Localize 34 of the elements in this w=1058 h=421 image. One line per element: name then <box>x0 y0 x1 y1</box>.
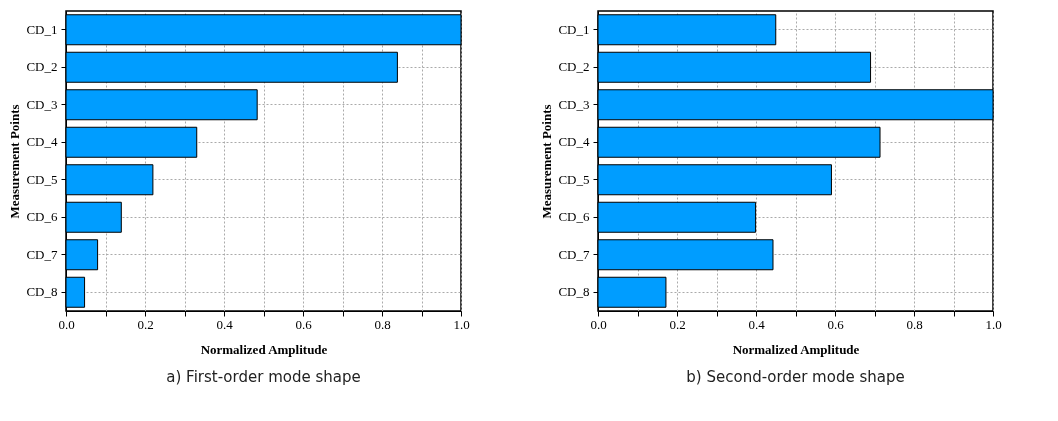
y-tick-label: CD_8 <box>558 284 590 300</box>
y-tick-label: CD_2 <box>26 59 58 75</box>
y-tick-label: CD_8 <box>26 284 58 300</box>
y-tick-label: CD_1 <box>558 21 590 37</box>
x-tick-label: 0.6 <box>295 316 313 332</box>
x-tick-label: 0.2 <box>669 316 686 332</box>
y-axis-title: Measurement Points <box>7 104 23 219</box>
text: a) First-order mode shape <box>166 368 361 386</box>
x-axis-title: Normalized Amplitude <box>732 341 860 357</box>
text: b) Second-order mode shape <box>686 368 905 386</box>
y-tick-label: CD_4 <box>26 134 58 150</box>
y-tick-label: CD_3 <box>26 96 58 112</box>
y-tick-label: CD_6 <box>26 209 58 225</box>
x-tick-label: 0.4 <box>216 316 234 332</box>
x-tick-label: 0.0 <box>590 316 607 332</box>
y-tick-label: CD_7 <box>558 246 590 262</box>
y-tick-label: CD_5 <box>558 171 590 187</box>
y-axis-title: Measurement Points <box>539 104 555 219</box>
x-tick-label: 0.8 <box>374 316 391 332</box>
y-tick-label: CD_7 <box>26 246 58 262</box>
y-tick-label: CD_1 <box>26 21 58 37</box>
x-tick-label: 0.8 <box>906 316 923 332</box>
y-tick-label: CD_2 <box>558 59 590 75</box>
x-tick-label: 1.0 <box>453 316 470 332</box>
x-tick-label: 0.0 <box>58 316 75 332</box>
y-tick-label: CD_3 <box>558 96 590 112</box>
x-tick-label: 0.4 <box>748 316 766 332</box>
x-tick-label: 0.2 <box>137 316 154 332</box>
y-tick-label: CD_5 <box>26 171 58 187</box>
y-tick-label: CD_4 <box>558 134 590 150</box>
x-tick-label: 1.0 <box>985 316 1002 332</box>
x-tick-label: 0.6 <box>827 316 845 332</box>
y-tick-label: CD_6 <box>558 209 590 225</box>
x-axis-title: Normalized Amplitude <box>200 341 328 357</box>
